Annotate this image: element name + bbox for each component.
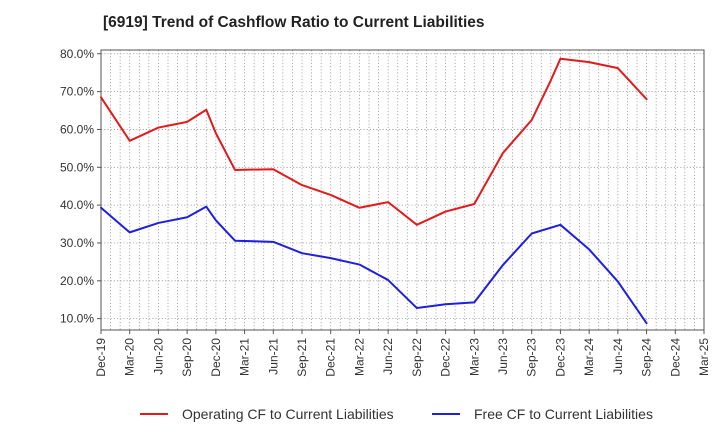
plot-frame (100, 49, 705, 331)
x-tick-label: Sep-22 (410, 338, 424, 377)
x-tick-label: Sep-24 (640, 338, 654, 377)
x-tick-label: Mar-23 (467, 338, 481, 376)
y-tick-label: 20.0% (60, 274, 94, 288)
grid (101, 50, 704, 330)
x-tick-label: Jun-22 (381, 338, 395, 375)
y-tick-label: 80.0% (60, 47, 94, 61)
x-tick-label: Dec-20 (209, 338, 223, 377)
series-lines (100, 57, 648, 325)
x-tick-label: Sep-23 (525, 338, 539, 377)
x-tick-label: Sep-21 (295, 338, 309, 377)
x-tick-label: Jun-21 (266, 338, 280, 375)
y-tick-label: 70.0% (60, 85, 94, 99)
y-tick-label: 40.0% (60, 198, 94, 212)
legend-label: Free CF to Current Liabilities (474, 406, 653, 422)
y-tick-label: 10.0% (60, 312, 94, 326)
x-tick-label: Mar-22 (352, 338, 366, 376)
x-tick-label: Dec-23 (553, 338, 567, 377)
chart-title: [6919] Trend of Cashflow Ratio to Curren… (103, 14, 485, 31)
x-tick-label: Mar-24 (582, 338, 596, 376)
series-line-free-cf (100, 205, 648, 325)
x-tick-label: Mar-20 (123, 338, 137, 376)
x-tick-label: Dec-21 (324, 338, 338, 377)
legend-label: Operating CF to Current Liabilities (182, 406, 394, 422)
legend: Operating CF to Current Liabilities Free … (140, 406, 653, 422)
x-axis-ticks: Dec-19 Mar-20 Jun-20 Sep-20 Dec-20 Mar-21 Jun-… (94, 330, 711, 377)
x-tick-label: Dec-24 (668, 338, 682, 377)
x-tick-label: Mar-21 (238, 338, 252, 376)
x-tick-label: Dec-19 (94, 338, 108, 377)
x-tick-label: Mar-25 (697, 338, 711, 376)
y-tick-label: 60.0% (60, 122, 94, 136)
x-tick-label: Jun-23 (496, 338, 510, 375)
x-tick-label: Dec-22 (439, 338, 453, 377)
series-line-operating-cf (100, 57, 648, 226)
x-tick-label: Jun-24 (611, 338, 625, 375)
y-axis-ticks: 10.0% 20.0% 30.0% 40.0% 50.0% 60.0% 70.0% 80.0% (60, 47, 101, 326)
x-tick-label: Sep-20 (180, 338, 194, 377)
y-tick-label: 30.0% (60, 236, 94, 250)
x-tick-label: Jun-20 (151, 338, 165, 375)
y-tick-label: 50.0% (60, 160, 94, 174)
